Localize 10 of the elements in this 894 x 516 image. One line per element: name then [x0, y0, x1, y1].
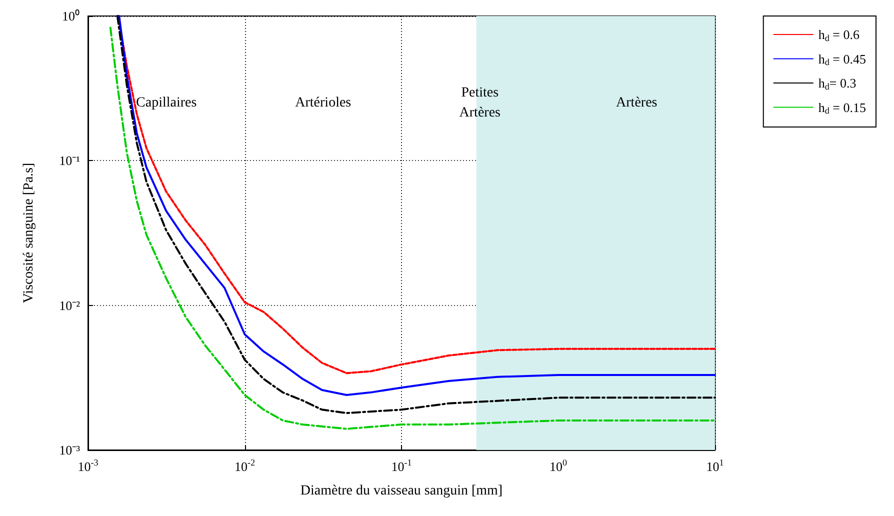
annotation: Artères: [616, 95, 658, 110]
annotation: Petites Artères: [459, 85, 500, 120]
annotation: Artérioles: [295, 95, 352, 110]
y-tick-label: 10⁻²: [59, 298, 80, 313]
annotation: Capillaires: [136, 95, 197, 110]
x-axis-title: Diamètre du vaisseau sanguin [mm]: [300, 484, 503, 498]
y-tick-label: 10⁰: [62, 8, 80, 24]
y-tick-label: 10⁻¹: [59, 153, 80, 168]
y-axis-title: Viscosité sanguine [Pa.s]: [22, 162, 36, 304]
y-tick-label: 10⁻³: [59, 442, 80, 458]
